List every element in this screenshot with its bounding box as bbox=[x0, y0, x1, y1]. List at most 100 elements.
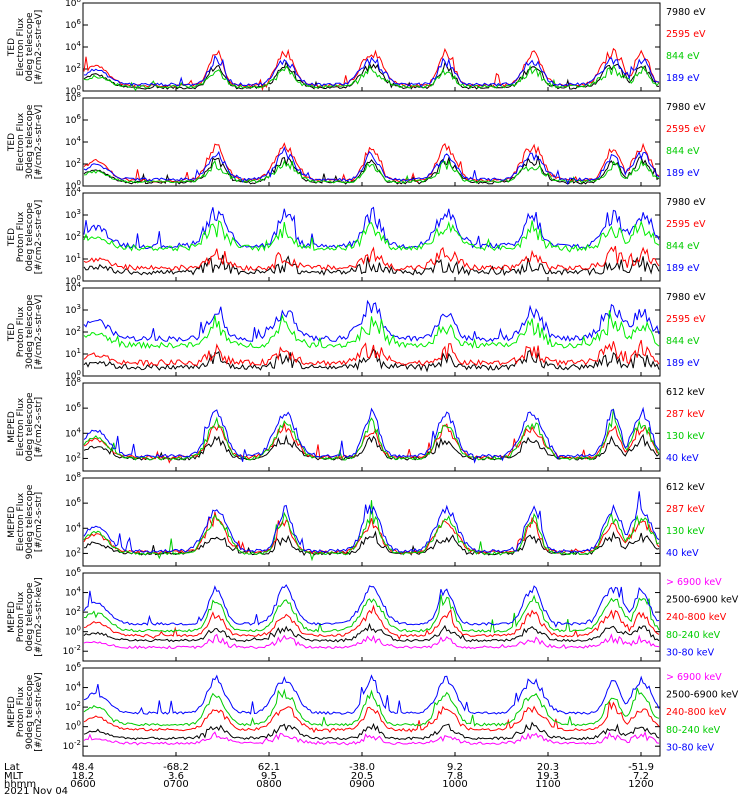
y-tick-label: 106 bbox=[65, 566, 81, 579]
mlt-value: 9.5 bbox=[261, 771, 277, 782]
legend-entry: 30-80 keV bbox=[666, 742, 715, 753]
series-trace bbox=[83, 594, 660, 634]
y-tick-label: 101 bbox=[65, 347, 81, 360]
legend-entry: 7980 eV bbox=[666, 292, 706, 303]
y-tick-label: 100 bbox=[65, 274, 81, 287]
series-trace bbox=[83, 146, 660, 186]
y-tick-label: 108 bbox=[65, 0, 81, 9]
series-trace bbox=[83, 701, 660, 734]
legend-entry: 287 keV bbox=[666, 504, 705, 515]
lat-value: 9.2 bbox=[447, 762, 463, 773]
y-tick-label: 104 bbox=[65, 135, 81, 148]
series-trace bbox=[83, 511, 660, 555]
series-trace bbox=[83, 406, 660, 464]
y-tick-label: 100 bbox=[65, 369, 81, 382]
legend-entry: 287 keV bbox=[666, 409, 705, 420]
series-trace bbox=[83, 584, 660, 628]
hhmm-row: hhmm 0600 0700 0800 0900 1000 1100 1200 bbox=[0, 779, 750, 790]
legend-entry: 844 eV bbox=[666, 146, 700, 157]
y-tick-label: 102 bbox=[65, 325, 81, 338]
date-label: 2021 Nov 04 bbox=[4, 786, 69, 797]
y-tick-label: 108 bbox=[65, 471, 81, 484]
series-trace bbox=[83, 491, 660, 554]
series-trace bbox=[83, 731, 660, 746]
y-axis-label: TEDElectron Flux0deg telescope[#/cm2-s-s… bbox=[7, 10, 44, 85]
panel-6: 108 106 104 102 MEPEDElectron Flux90deg tele… bbox=[7, 471, 705, 567]
y-tick-label: 108 bbox=[65, 376, 81, 389]
y-tick-label: 100 bbox=[65, 720, 81, 733]
legend-entry: 189 eV bbox=[666, 168, 700, 179]
mlt-value: 7.2 bbox=[633, 771, 649, 782]
y-tick-label: 101 bbox=[65, 252, 81, 265]
y-tick-label: 102 bbox=[65, 62, 81, 75]
legend-entry: 130 keV bbox=[666, 526, 705, 537]
series-trace bbox=[83, 142, 660, 183]
hhmm-value: 0700 bbox=[163, 779, 189, 790]
hhmm-value: 1100 bbox=[535, 779, 561, 790]
panel-frame bbox=[82, 477, 661, 567]
y-tick-label: 103 bbox=[65, 303, 81, 316]
legend-entry: 240-800 keV bbox=[666, 612, 727, 623]
legend-entry: 30-80 keV bbox=[666, 647, 715, 658]
lat-value: 20.3 bbox=[536, 762, 560, 773]
legend-entry: 130 keV bbox=[666, 431, 705, 442]
legend-entry: 7980 eV bbox=[666, 102, 706, 113]
series-trace bbox=[83, 206, 660, 250]
legend-entry: 844 eV bbox=[666, 336, 700, 347]
panel-frame bbox=[82, 572, 661, 662]
series-trace bbox=[83, 254, 660, 276]
y-tick-label: 10-2 bbox=[63, 739, 81, 752]
y-tick-label: 102 bbox=[65, 546, 81, 559]
legend-entry: 189 eV bbox=[666, 263, 700, 274]
y-tick-label: 104 bbox=[65, 586, 81, 599]
series-trace bbox=[83, 299, 660, 343]
legend-entry: 2595 eV bbox=[666, 219, 706, 230]
y-tick-label: 104 bbox=[65, 426, 81, 439]
y-axis-label: MEPEDElectron Flux90deg telescope[#/cm2-… bbox=[7, 484, 44, 559]
panel-7: 106 104 102 100 10-2 MEPEDProton Flux0deg tel… bbox=[7, 566, 739, 662]
series-trace bbox=[83, 530, 660, 557]
lat-value: -51.9 bbox=[628, 762, 654, 773]
y-tick-label: 108 bbox=[65, 91, 81, 104]
series-trace bbox=[83, 500, 660, 562]
legend-entry: 2500-6900 keV bbox=[666, 595, 739, 606]
y-tick-label: 104 bbox=[65, 40, 81, 53]
legend-entry: 2500-6900 keV bbox=[666, 690, 739, 701]
y-axis-label: TEDElectron Flux30deg telescope[#/cm2-s-… bbox=[7, 104, 44, 179]
y-tick-label: 106 bbox=[65, 113, 81, 126]
legend-entry: 2595 eV bbox=[666, 124, 706, 135]
hhmm-row-label: hhmm bbox=[4, 779, 37, 790]
y-tick-label: 106 bbox=[65, 18, 81, 31]
y-tick-label: 102 bbox=[65, 700, 81, 713]
legend-entry: > 6900 keV bbox=[666, 672, 722, 683]
lat-value: -68.2 bbox=[163, 762, 189, 773]
legend-entry: 40 keV bbox=[666, 453, 699, 464]
hhmm-value: 0800 bbox=[256, 779, 282, 790]
hhmm-value: 0600 bbox=[70, 779, 96, 790]
legend-entry: 80-240 keV bbox=[666, 725, 721, 736]
legend-entry: 844 eV bbox=[666, 51, 700, 62]
legend-entry: 612 keV bbox=[666, 387, 705, 398]
lat-value: 62.1 bbox=[257, 762, 281, 773]
series-trace bbox=[83, 622, 660, 643]
lat-row-label: Lat bbox=[4, 762, 20, 773]
hhmm-value: 0900 bbox=[349, 779, 375, 790]
lat-value: -38.0 bbox=[349, 762, 375, 773]
panel-4: 104 103 102 101 100 TEDProton Flux30deg teles… bbox=[7, 281, 706, 382]
mlt-row: MLT 18.2 3.6 9.5 20.5 7.8 19.3 7.2 bbox=[0, 771, 750, 782]
series-trace bbox=[83, 64, 660, 92]
series-trace bbox=[83, 155, 660, 185]
y-axis-label: MEPEDElectron Flux0deg telescope[#/cm2-s… bbox=[7, 392, 44, 462]
y-tick-label: 100 bbox=[65, 179, 81, 192]
hhmm-value: 1200 bbox=[628, 779, 654, 790]
y-tick-label: 102 bbox=[65, 451, 81, 464]
y-tick-label: 104 bbox=[65, 281, 81, 294]
panel-frame bbox=[82, 2, 661, 92]
y-tick-label: 104 bbox=[65, 521, 81, 534]
legend-entry: > 6900 keV bbox=[666, 577, 722, 588]
series-trace bbox=[83, 54, 660, 88]
legend-entry: 844 eV bbox=[666, 241, 700, 252]
lat-row: Lat 48.4 -68.2 62.1 -38.0 9.2 20.3 -51.9 bbox=[0, 762, 750, 773]
y-tick-label: 103 bbox=[65, 208, 81, 221]
